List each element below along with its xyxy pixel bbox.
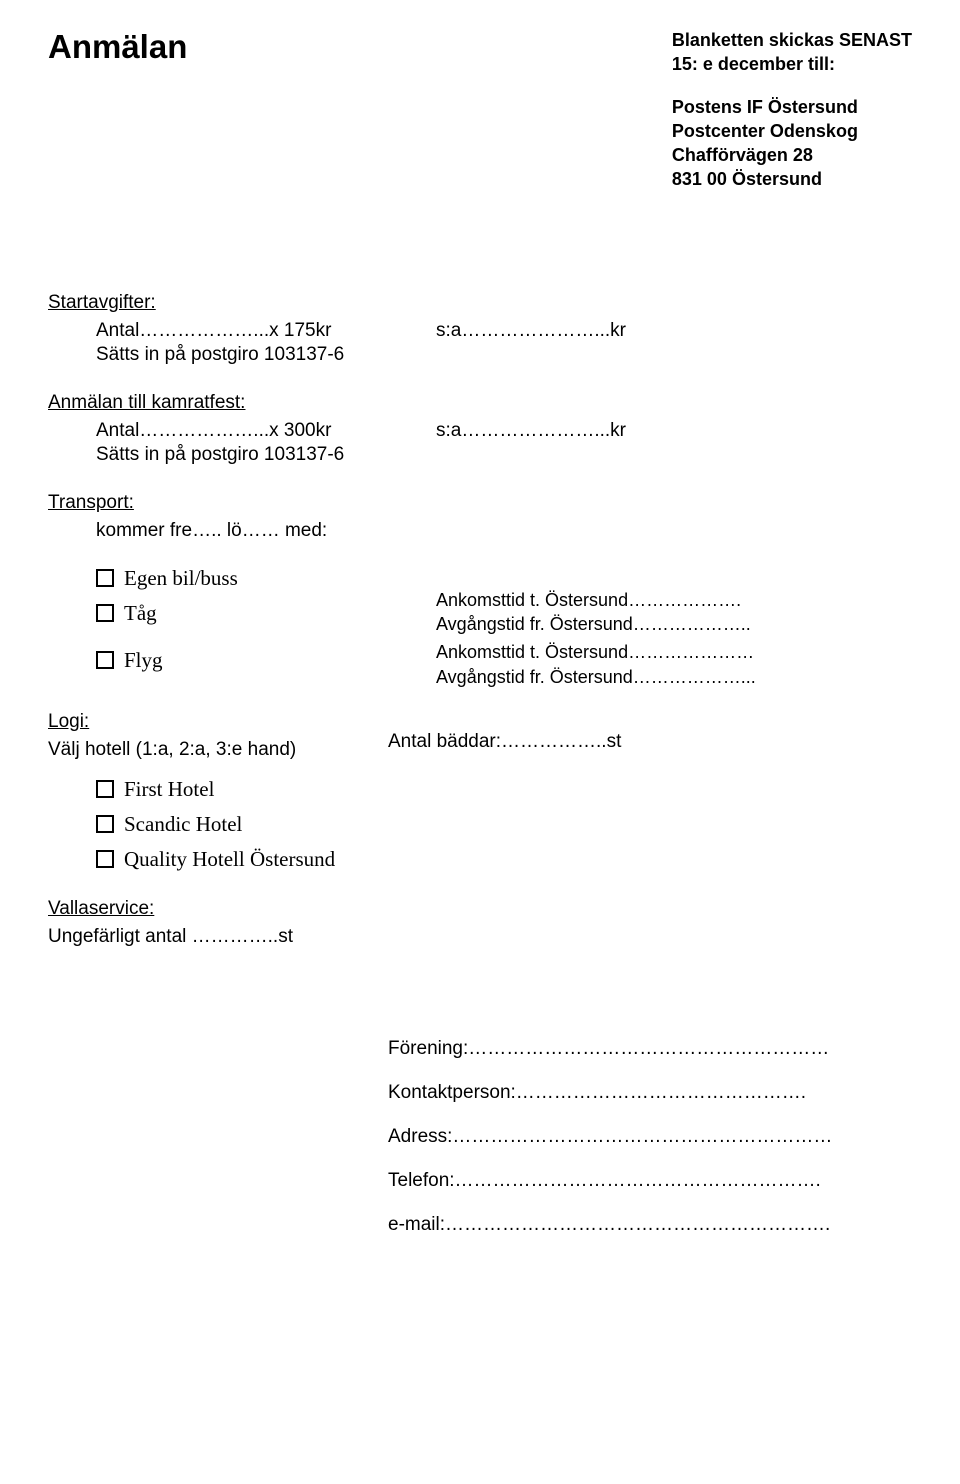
footer-telefon: Telefon:…………………………………………………. [388, 1170, 912, 1192]
label-tag: Tåg [124, 601, 157, 626]
header-addr1: Postens IF Östersund [672, 95, 912, 119]
tag-ankomst: Ankomsttid t. Östersund………………. [436, 588, 912, 612]
page-title: Anmälan [48, 28, 187, 66]
label-flyg: Flyg [124, 648, 163, 673]
label-egen-bil: Egen bil/buss [124, 566, 238, 591]
header-address-block: Blanketten skickas SENAST 15: e december… [672, 28, 912, 192]
header-addr3: Chafförvägen 28 [672, 143, 912, 167]
label-scandic-hotel: Scandic Hotel [124, 812, 242, 837]
header-addr2: Postcenter Odenskog [672, 119, 912, 143]
checkbox-flyg[interactable] [96, 651, 114, 669]
startavgifter-heading: Startavgifter: [48, 292, 912, 314]
header-line2: 15: e december till: [672, 52, 912, 76]
startavgifter-summa: s:a…………………...kr [436, 320, 912, 342]
transport-kommer: kommer fre….. lö…… med: [96, 520, 912, 542]
flyg-avgang: Avgångstid fr. Östersund………………... [436, 665, 912, 689]
kamratfest-summa: s:a…………………...kr [436, 420, 912, 442]
footer-kontakt: Kontaktperson:………………………………………. [388, 1082, 912, 1104]
logi-baddar: Antal bäddar:……………..st [388, 731, 912, 753]
label-quality-hotel: Quality Hotell Östersund [124, 847, 335, 872]
label-first-hotel: First Hotel [124, 777, 214, 802]
kamratfest-postgiro: Sätts in på postgiro 103137-6 [96, 444, 436, 466]
header-addr4: 831 00 Östersund [672, 167, 912, 191]
checkbox-tag[interactable] [96, 604, 114, 622]
checkbox-scandic-hotel[interactable] [96, 815, 114, 833]
startavgifter-postgiro: Sätts in på postgiro 103137-6 [96, 344, 436, 366]
footer-adress: Adress:…………………………………………………… [388, 1126, 912, 1148]
kamratfest-heading: Anmälan till kamratfest: [48, 392, 912, 414]
footer-forening: Förening:………………………………………………… [388, 1038, 912, 1060]
logi-sub: Välj hotell (1:a, 2:a, 3:e hand) [48, 739, 388, 761]
vallaservice-line: Ungefärligt antal …………..st [48, 926, 912, 948]
checkbox-quality-hotel[interactable] [96, 850, 114, 868]
footer-email: e-mail:……………………………………………………. [388, 1214, 912, 1236]
startavgifter-antal: Antal………………...x 175kr [96, 320, 436, 342]
transport-heading: Transport: [48, 492, 912, 514]
vallaservice-heading: Vallaservice: [48, 898, 912, 920]
header-line1: Blanketten skickas SENAST [672, 28, 912, 52]
flyg-ankomst: Ankomsttid t. Östersund………………… [436, 640, 912, 664]
logi-heading: Logi: [48, 711, 388, 733]
kamratfest-antal: Antal………………...x 300kr [96, 420, 436, 442]
tag-avgang: Avgångstid fr. Östersund……………….. [436, 612, 912, 636]
checkbox-first-hotel[interactable] [96, 780, 114, 798]
checkbox-egen-bil[interactable] [96, 569, 114, 587]
